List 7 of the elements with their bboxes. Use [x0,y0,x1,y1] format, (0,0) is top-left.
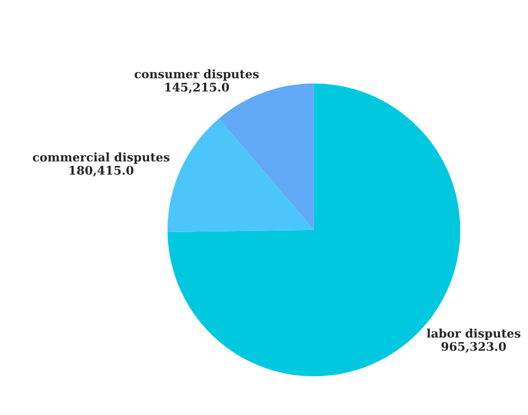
slice-label: commercial disputes [32,152,170,164]
data-label: 180,415.0 [70,166,134,177]
pie-slice [168,118,314,232]
data-label: 965,323.0 [441,342,506,353]
slice-label: labor disputes [426,328,520,340]
slice-label: consumer disputes [134,69,259,81]
data-label: 145,215.0 [165,82,229,94]
